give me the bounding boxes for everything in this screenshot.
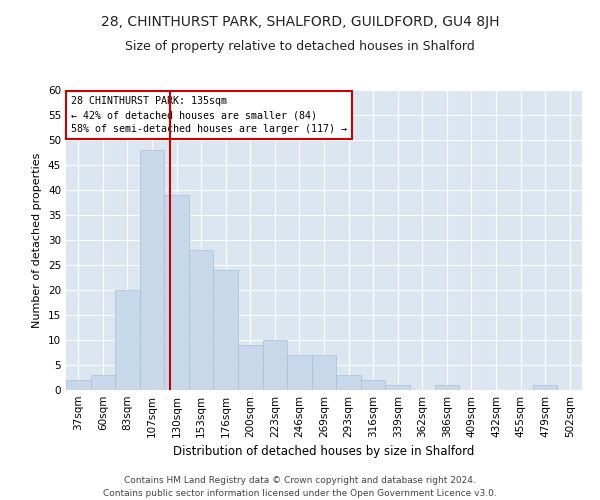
X-axis label: Distribution of detached houses by size in Shalford: Distribution of detached houses by size … [173, 446, 475, 458]
Text: 28 CHINTHURST PARK: 135sqm
← 42% of detached houses are smaller (84)
58% of semi: 28 CHINTHURST PARK: 135sqm ← 42% of deta… [71, 96, 347, 134]
Text: Size of property relative to detached houses in Shalford: Size of property relative to detached ho… [125, 40, 475, 53]
Y-axis label: Number of detached properties: Number of detached properties [32, 152, 43, 328]
Bar [312, 355, 336, 390]
Bar [214, 270, 238, 390]
Text: Contains HM Land Registry data © Crown copyright and database right 2024.
Contai: Contains HM Land Registry data © Crown c… [103, 476, 497, 498]
Bar [263, 340, 287, 390]
Bar [115, 290, 140, 390]
Bar [336, 375, 361, 390]
Bar [287, 355, 312, 390]
Bar [164, 195, 189, 390]
Bar [385, 385, 410, 390]
Bar [238, 345, 263, 390]
Bar [189, 250, 214, 390]
Bar [66, 380, 91, 390]
Bar [361, 380, 385, 390]
Bar [140, 150, 164, 390]
Text: 28, CHINTHURST PARK, SHALFORD, GUILDFORD, GU4 8JH: 28, CHINTHURST PARK, SHALFORD, GUILDFORD… [101, 15, 499, 29]
Bar [434, 385, 459, 390]
Bar [91, 375, 115, 390]
Bar [533, 385, 557, 390]
